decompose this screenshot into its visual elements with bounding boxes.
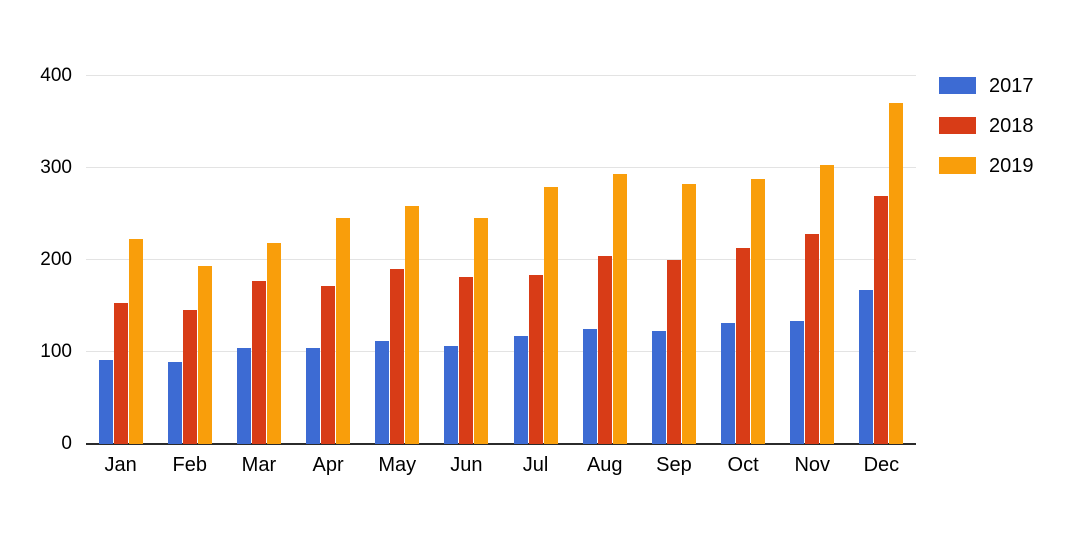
bar-2018-nov <box>805 234 820 444</box>
bar-2017-jan <box>98 360 113 444</box>
legend-item-2017: 2017 <box>939 74 1034 97</box>
bar-2019-jul <box>543 187 558 444</box>
bar-group-oct <box>721 179 766 444</box>
bar-group-sep <box>651 183 696 444</box>
bar-group-apr <box>306 217 351 444</box>
x-tick-label-jun: Jun <box>450 454 483 476</box>
legend-label: 2019 <box>989 154 1034 177</box>
x-tick-label-nov: Nov <box>794 454 831 476</box>
x-tick-label-jan: Jan <box>104 454 137 476</box>
gridline-200 <box>86 259 916 260</box>
plot-area <box>86 75 916 445</box>
bar-2017-sep <box>651 330 666 444</box>
bar-2017-nov <box>790 320 805 444</box>
bar-2019-aug <box>612 173 627 444</box>
y-tick-label: 200 <box>40 249 72 270</box>
bar-2019-dec <box>889 102 904 444</box>
x-tick-label-sep: Sep <box>656 454 692 476</box>
legend-item-2019: 2019 <box>939 154 1034 177</box>
gridline-400 <box>86 75 916 76</box>
bar-2017-may <box>375 340 390 444</box>
bar-2018-mar <box>251 281 266 444</box>
bar-2018-sep <box>666 260 681 444</box>
y-tick-label: 100 <box>40 341 72 362</box>
y-axis: 0 100 200 300 400 <box>0 65 72 454</box>
gridline-300 <box>86 167 916 168</box>
bar-2018-apr <box>321 285 336 444</box>
x-tick-label-jul: Jul <box>522 454 549 476</box>
bar-group-may <box>375 205 420 444</box>
bar-2017-jul <box>513 336 528 444</box>
bar-2019-feb <box>197 266 212 444</box>
bar-2019-apr <box>336 217 351 444</box>
gridline-100 <box>86 351 916 352</box>
x-tick-label-oct: Oct <box>727 454 759 476</box>
x-tick-label-feb: Feb <box>172 454 207 476</box>
bar-2019-jan <box>128 238 143 444</box>
bar-2018-jan <box>113 303 128 444</box>
bar-2018-dec <box>874 195 889 444</box>
y-tick-label: 400 <box>40 65 72 86</box>
legend-item-2018: 2018 <box>939 114 1034 137</box>
bar-2017-oct <box>721 322 736 444</box>
bar-2019-jun <box>474 217 489 444</box>
bar-group-aug <box>582 173 627 444</box>
x-tick-label-aug: Aug <box>586 454 623 476</box>
legend-label: 2017 <box>989 74 1034 97</box>
y-tick-label: 0 <box>61 433 72 454</box>
bar-2018-oct <box>736 248 751 444</box>
bar-2017-feb <box>167 362 182 444</box>
x-tick-label-may: May <box>378 454 417 476</box>
legend-swatch-2018 <box>939 117 976 134</box>
x-axis-line <box>86 443 916 445</box>
x-tick-label-dec: Dec <box>863 454 900 476</box>
bar-2019-may <box>405 205 420 444</box>
x-tick-label-apr: Apr <box>312 454 344 476</box>
legend-label: 2018 <box>989 114 1034 137</box>
legend-swatch-2019 <box>939 157 976 174</box>
bar-2017-dec <box>859 290 874 444</box>
bar-2019-oct <box>751 179 766 444</box>
bar-2019-sep <box>681 183 696 444</box>
bar-group-jan <box>98 238 143 444</box>
bar-group-mar <box>236 243 281 444</box>
bar-2017-apr <box>306 348 321 444</box>
bar-group-nov <box>790 165 835 444</box>
y-tick-label: 300 <box>40 157 72 178</box>
bar-2018-aug <box>597 256 612 444</box>
bar-2018-jul <box>528 274 543 444</box>
bar-2018-may <box>390 269 405 444</box>
legend-swatch-2017 <box>939 77 976 94</box>
bar-2017-aug <box>582 329 597 444</box>
bar-2018-feb <box>182 309 197 444</box>
legend: 2017 2018 2019 <box>939 74 1034 197</box>
bar-2017-jun <box>444 345 459 444</box>
bar-2019-mar <box>266 243 281 444</box>
bar-group-feb <box>167 266 212 444</box>
bar-group-dec <box>859 102 904 444</box>
bar-group-jun <box>444 217 489 444</box>
bar-2018-jun <box>459 276 474 444</box>
bar-group-jul <box>513 187 558 444</box>
x-tick-label-mar: Mar <box>241 454 277 476</box>
bar-2019-nov <box>820 165 835 444</box>
bar-2017-mar <box>236 348 251 444</box>
